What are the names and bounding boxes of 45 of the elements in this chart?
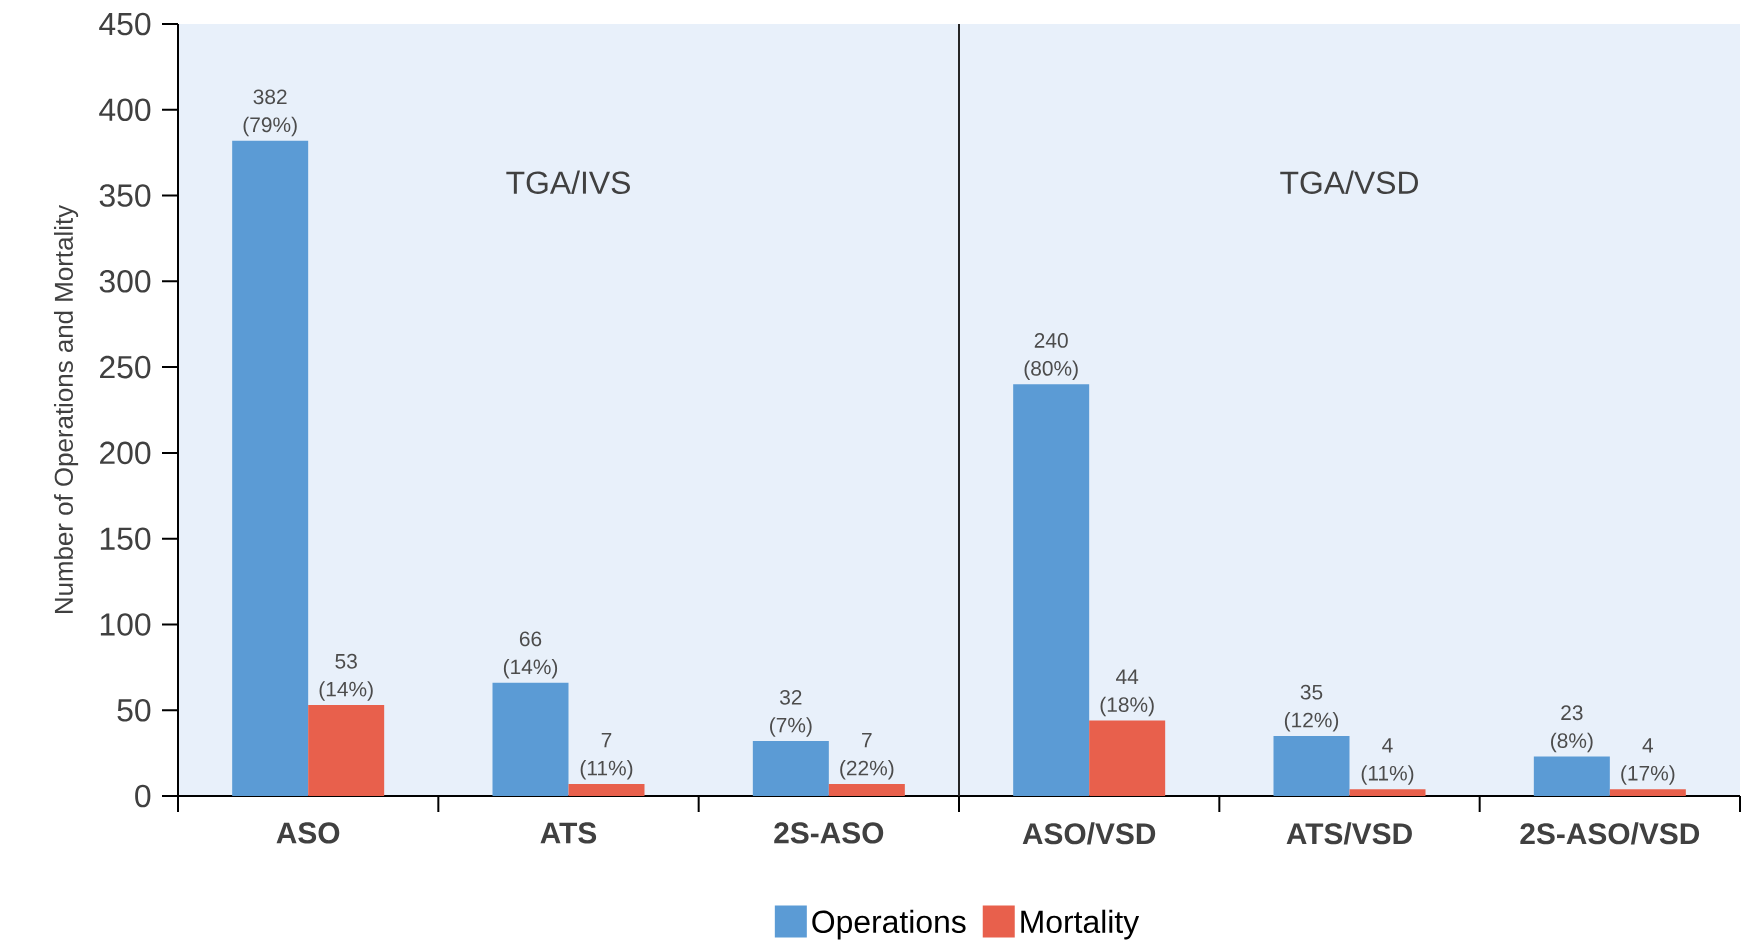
annotation: TGA/VSD [1280, 170, 1418, 194]
y-tick-label: 100 [100, 613, 151, 636]
data-label: 35 (12%) [1284, 684, 1339, 732]
data-label: 32 (7%) [770, 689, 812, 737]
legend-label: Operations [812, 909, 966, 940]
legend-label: Mortality [1021, 909, 1140, 940]
data-label: 4 (17%) [1621, 738, 1675, 785]
bar [1609, 789, 1686, 796]
bar [492, 682, 569, 796]
y-tick-label: 450 [99, 12, 151, 36]
data-label: 44 (18%) [1100, 669, 1154, 717]
bar [1273, 735, 1350, 796]
x-tick-label: ASO [276, 822, 340, 844]
data-label: 240 (80%) [1024, 333, 1078, 380]
y-tick-label: 250 [100, 355, 151, 379]
data-label: 7 (11%) [580, 732, 633, 780]
bar [232, 140, 309, 796]
bar [1349, 789, 1426, 796]
x-tick-label: ATS [540, 822, 597, 844]
y-tick-label: 350 [99, 184, 151, 207]
x-tick-label: ATS/VSD [1286, 822, 1412, 845]
bar [568, 783, 645, 796]
y-tick-label: 200 [100, 441, 151, 465]
data-label: 23 (8%) [1551, 705, 1593, 753]
y-tick-label: 50 [117, 698, 151, 722]
data-label: 53 (14%) [319, 653, 373, 701]
bar [1013, 384, 1090, 796]
data-label: 66 (14%) [503, 631, 558, 679]
data-label: 7 (22%) [840, 732, 894, 780]
x-tick-label: ASO/VSD [1022, 822, 1156, 845]
data-label: 4 (11%) [1361, 738, 1414, 785]
y-axis-title: Number of Operations and Mortality [53, 204, 79, 614]
x-tick-label: 2S-ASO [774, 822, 884, 844]
bar [828, 783, 905, 796]
data-label: 382 (79%) [243, 89, 297, 137]
y-tick-label: 400 [99, 98, 151, 122]
bar [1533, 756, 1610, 796]
y-tick-label: 0 [135, 784, 151, 808]
bar [308, 705, 385, 796]
y-tick-label: 150 [100, 527, 151, 550]
y-tick-label: 300 [99, 270, 151, 293]
x-tick-label: 2S-ASO/VSD [1520, 822, 1700, 845]
bar [752, 741, 829, 796]
bar [1089, 720, 1166, 796]
annotation: TGA/IVS [506, 170, 630, 194]
